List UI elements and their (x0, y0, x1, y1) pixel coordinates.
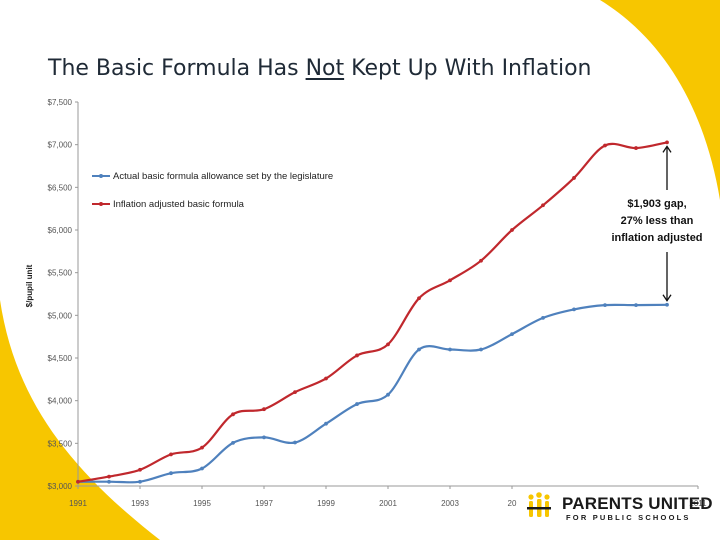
y-axis-label: $/pupil unit (25, 264, 34, 307)
gap-annotation-line-1: $1,903 gap, (627, 198, 686, 210)
x-tick-label: 2011 (689, 499, 707, 508)
data-point (355, 402, 359, 406)
data-point (262, 435, 266, 440)
data-point (262, 407, 266, 412)
data-point (665, 302, 669, 307)
data-point (510, 332, 514, 337)
logo-name: PARENTS UNITED (562, 494, 713, 513)
series-line-actual (77, 303, 668, 484)
legend-label: Inflation adjusted basic formula (113, 199, 245, 210)
title-emphasis: Not (305, 56, 345, 81)
data-point (572, 176, 576, 180)
data-point (572, 307, 576, 312)
x-tick-label: 2001 (379, 499, 397, 508)
data-point (200, 466, 204, 471)
data-point (603, 303, 607, 307)
gap-annotation-line-2: 27% less than (621, 215, 694, 227)
data-point (541, 315, 545, 320)
y-tick-label: $6,000 (48, 226, 73, 235)
legend-swatch-marker (99, 174, 103, 178)
data-point (479, 258, 483, 263)
x-tick-label: 1997 (255, 499, 273, 508)
title-text-before: The Basic Formula Has (48, 56, 306, 81)
data-point (169, 452, 173, 457)
data-point (634, 303, 638, 307)
y-tick-label: $3,000 (48, 482, 73, 491)
y-tick-label: $7,000 (48, 141, 73, 150)
x-tick-label: 20 (508, 499, 517, 508)
x-tick-label: 1991 (69, 499, 87, 508)
data-point (417, 296, 421, 301)
data-point (231, 412, 235, 417)
data-point (138, 467, 142, 472)
data-point (200, 445, 204, 450)
data-point (293, 390, 297, 395)
data-point (324, 421, 328, 426)
x-tick-label: 2003 (441, 499, 459, 508)
data-point (448, 278, 452, 283)
x-tick-label: 1999 (317, 499, 335, 508)
data-point (448, 347, 452, 352)
data-point (510, 228, 514, 232)
logo-tagline: FOR PUBLIC SCHOOLS (566, 513, 691, 522)
legend-swatch-marker (99, 202, 103, 206)
data-point (355, 353, 359, 358)
data-point (138, 479, 142, 484)
data-point (107, 474, 111, 479)
x-tick-label: 1993 (131, 499, 149, 508)
data-point (634, 146, 638, 150)
data-point (293, 440, 297, 445)
gap-arrowhead-up (662, 145, 672, 153)
legend-label: Actual basic formula allowance set by th… (113, 171, 333, 182)
data-point (107, 479, 111, 484)
y-tick-label: $3,500 (48, 439, 73, 448)
gap-arrowhead-down (662, 294, 672, 302)
data-point (386, 342, 390, 347)
y-tick-label: $5,500 (48, 269, 73, 278)
data-point (76, 479, 80, 484)
data-point (541, 203, 545, 208)
data-point (386, 392, 390, 397)
series-line-inflation-adjusted (77, 141, 668, 483)
yellow-swoosh-top-right (600, 0, 720, 200)
data-point (479, 347, 483, 352)
x-tick-label: 1995 (193, 499, 211, 508)
data-point (324, 376, 328, 381)
gap-annotation-line-3: inflation adjusted (611, 232, 702, 244)
y-tick-label: $6,500 (48, 183, 73, 192)
title-text-after: Kept Up With Inflation (344, 56, 592, 81)
slide-title: The Basic Formula Has Not Kept Up With I… (48, 56, 592, 81)
data-point (417, 347, 421, 352)
y-tick-label: $7,500 (48, 98, 73, 107)
data-point (603, 143, 607, 148)
yellow-swoosh-bottom-left (0, 300, 160, 540)
data-point (231, 441, 235, 445)
y-tick-label: $4,000 (48, 397, 73, 406)
y-tick-label: $5,000 (48, 311, 73, 320)
y-tick-label: $4,500 (48, 354, 73, 363)
data-point (169, 471, 173, 476)
data-point (665, 140, 669, 145)
